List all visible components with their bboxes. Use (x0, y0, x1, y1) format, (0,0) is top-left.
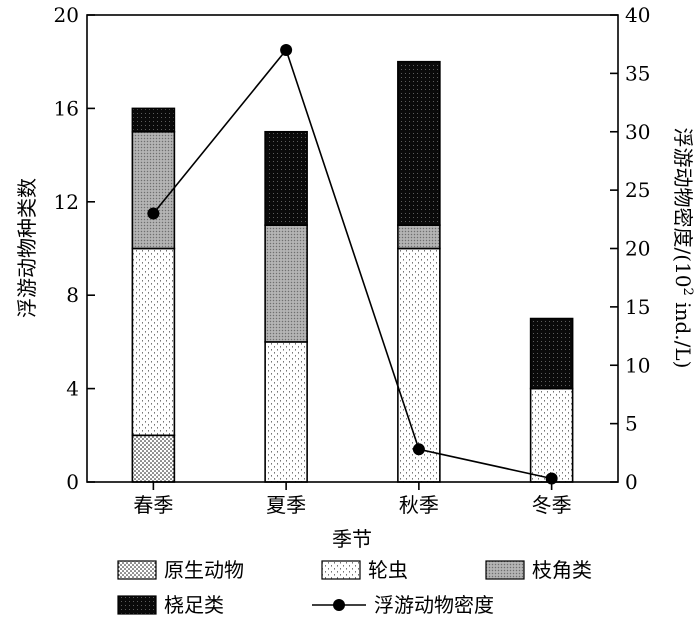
bar-segment (397, 224, 441, 250)
legend-label: 轮虫 (368, 558, 408, 582)
legend-label: 原生动物 (164, 558, 244, 582)
legend-swatch (485, 560, 525, 580)
y-tick-label: 8 (66, 283, 79, 307)
y-tick-label: 0 (66, 470, 79, 494)
legend-swatch (117, 560, 157, 580)
y2-tick-label: 35 (625, 61, 650, 85)
y-tick-label: 16 (54, 96, 79, 120)
legend-swatch (117, 595, 157, 615)
density-line (152, 48, 552, 480)
left-axis-label: 浮游动物种类数 (15, 178, 39, 318)
x-axis-label: 季节 (332, 527, 372, 551)
y2-tick-label: 30 (625, 120, 650, 144)
y2-tick-label: 10 (625, 353, 650, 377)
y2-tick-label: 0 (625, 470, 638, 494)
right-y-axis: 0 5 10 15 20 25 30 35 40 (610, 3, 650, 494)
y2-tick-label: 5 (625, 412, 638, 436)
y2-tick-label: 15 (625, 295, 650, 319)
y-tick-label: 12 (54, 190, 79, 214)
legend-label: 浮游动物密度 (374, 593, 494, 617)
bar-segment (397, 247, 441, 483)
x-axis: 春季 夏季 秋季 冬季 (133, 482, 572, 517)
density-point (280, 44, 293, 57)
bar-segment (529, 317, 574, 390)
bar-segment (264, 341, 308, 483)
density-point (147, 207, 160, 220)
y2-tick-label: 40 (625, 3, 650, 27)
y2-tick-label: 25 (625, 178, 650, 202)
right-axis-label: 浮游动物密度/(102 ind./L) (671, 128, 695, 369)
x-tick-label: 冬季 (532, 493, 572, 517)
density-point (412, 443, 425, 456)
y-tick-label: 20 (54, 3, 79, 27)
left-y-axis: 0 4 8 12 16 20 (54, 3, 95, 494)
y-tick-label: 4 (66, 377, 79, 401)
bar-segment (131, 434, 176, 483)
legend-label: 桡足类 (164, 593, 224, 617)
bar-segment (264, 224, 308, 343)
bar-segment (397, 60, 441, 226)
bar-segment (131, 130, 176, 250)
x-tick-label: 春季 (133, 493, 173, 517)
y2-tick-label: 20 (625, 237, 650, 261)
bar-segment (529, 387, 574, 483)
x-tick-label: 夏季 (266, 493, 306, 517)
legend-marker (333, 599, 345, 611)
bar-segment (264, 130, 308, 226)
bar-segment (131, 247, 176, 437)
x-tick-label: 秋季 (399, 493, 439, 517)
legend-label: 枝角类 (532, 558, 592, 582)
bar-segment (131, 107, 176, 133)
legend-swatch (321, 560, 361, 580)
